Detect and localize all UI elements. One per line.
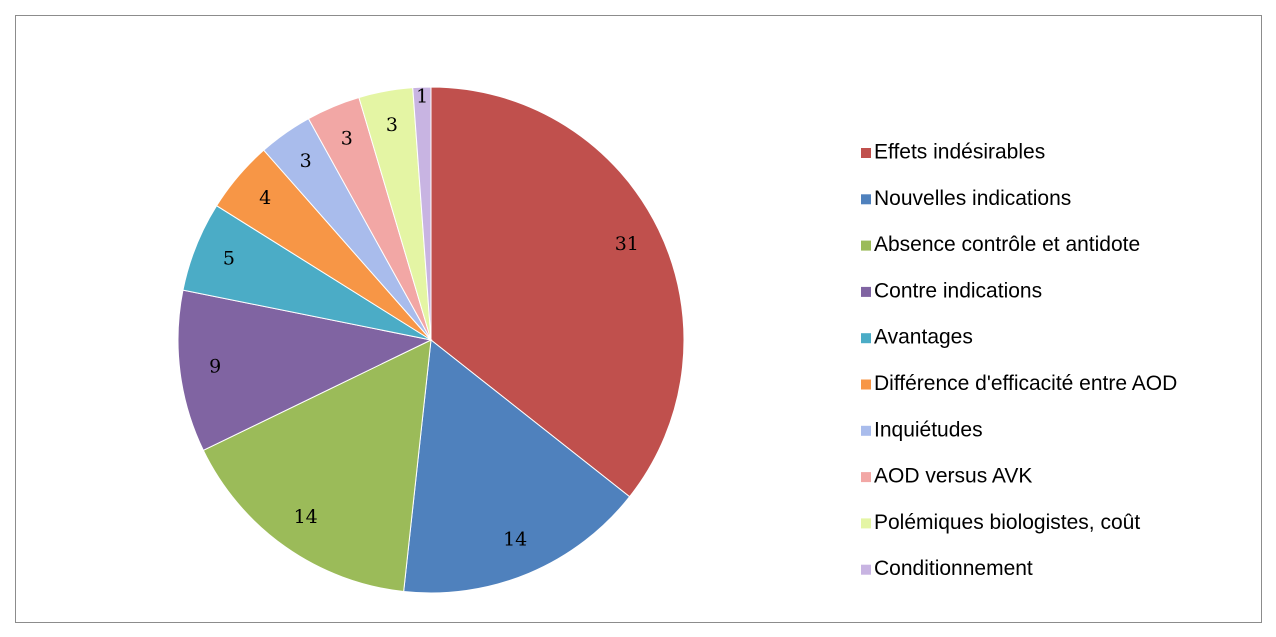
legend-label: Inquiétudes	[874, 418, 983, 441]
legend-swatch	[861, 240, 871, 251]
data-label: 9	[209, 355, 221, 377]
legend-label: AOD versus AVK	[874, 465, 1032, 488]
legend-label: Nouvelles indications	[874, 187, 1071, 210]
data-label: 3	[300, 150, 312, 172]
data-label: 3	[341, 127, 353, 149]
legend-label: Effets indésirables	[874, 141, 1045, 164]
legend-swatch	[861, 564, 871, 575]
legend-swatch	[861, 333, 871, 344]
data-label: 14	[503, 529, 527, 551]
legend-label: Absence contrôle et antidote	[874, 233, 1140, 256]
data-label: 14	[294, 506, 318, 528]
data-label: 31	[615, 233, 639, 255]
legend-swatch	[861, 518, 871, 529]
legend-swatch	[861, 194, 871, 205]
legend-label: Contre indications	[874, 279, 1042, 302]
legend-swatch	[861, 148, 871, 158]
pie-slice	[403, 339, 631, 594]
data-label: 5	[223, 247, 235, 269]
data-label: 4	[259, 187, 271, 209]
pie-slice	[412, 86, 432, 341]
pie-slice	[430, 86, 685, 498]
legend-swatch	[861, 425, 871, 436]
legend-swatch	[861, 286, 871, 297]
data-label: 3	[386, 114, 398, 136]
legend-swatch	[861, 472, 871, 483]
legend-swatch	[861, 379, 871, 390]
pie-slice	[202, 339, 432, 593]
data-label: 1	[416, 85, 428, 107]
legend-label: Conditionnement	[874, 557, 1033, 580]
legend-label: Différence d'efficacité entre AOD	[874, 372, 1177, 395]
pie-slice	[177, 289, 433, 452]
legend-label: Avantages	[874, 326, 973, 349]
legend-label: Polémiques biologistes, coût	[874, 511, 1140, 534]
